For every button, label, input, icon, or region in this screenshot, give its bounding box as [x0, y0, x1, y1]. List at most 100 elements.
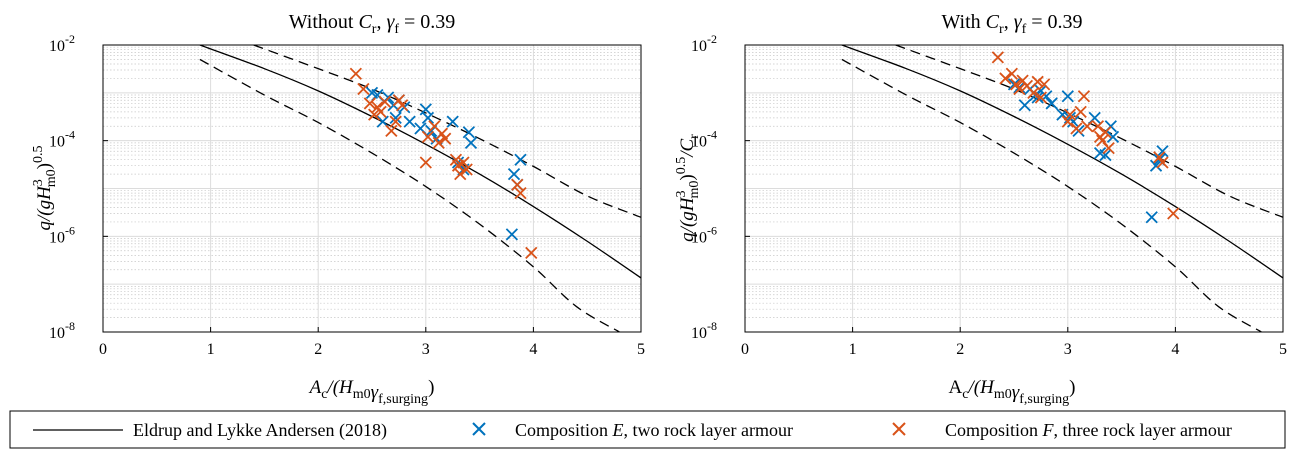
right-point-composition-e — [1145, 211, 1158, 224]
left-point-composition-e — [505, 228, 519, 241]
left-x-tick-label: 0 — [99, 341, 107, 358]
right-x-tick-label: 5 — [1279, 341, 1287, 358]
left-y-axis-label: q/(gH3m0)0.5 — [31, 145, 59, 230]
left-point-composition-f — [432, 136, 445, 149]
right-point-composition-f — [1027, 86, 1040, 99]
legend-box — [9, 410, 1286, 449]
right-y-tick-label: 10-6 — [691, 223, 717, 246]
left-y-tick-label: 10-8 — [49, 319, 75, 342]
right-point-composition-e — [1099, 148, 1112, 162]
right-point-composition-f — [1061, 115, 1074, 128]
left-point-composition-f — [389, 115, 402, 128]
left-y-tick-label: 10-6 — [49, 223, 75, 246]
right-point-composition-f — [1005, 67, 1018, 80]
right-x-tick-label: 3 — [1064, 341, 1072, 358]
left-x-tick-label: 5 — [637, 341, 645, 358]
left-x-tick-label: 3 — [422, 341, 430, 358]
left-chart-title: Without Cr, γf = 0.39 — [289, 11, 456, 37]
left-point-composition-f — [525, 246, 538, 260]
right-point-composition-f — [1167, 207, 1180, 220]
left-point-composition-f — [349, 67, 362, 80]
left-confidence-band-2 — [199, 58, 620, 332]
left-x-tick-label: 1 — [207, 341, 215, 358]
left-point-composition-e — [446, 115, 459, 128]
right-point-composition-f — [1099, 126, 1112, 139]
left-point-composition-e — [421, 111, 435, 124]
right-confidence-band-2 — [841, 58, 1262, 332]
left-y-tick-label: 10-4 — [49, 128, 75, 151]
left-point-composition-f — [419, 156, 432, 169]
right-point-composition-e — [1045, 97, 1058, 110]
right-point-composition-f — [1081, 120, 1094, 133]
left-point-composition-f — [378, 95, 392, 108]
left-axes-box — [102, 44, 642, 333]
right-points — [991, 51, 1180, 224]
right-chart-title: With Cr, γf = 0.39 — [941, 11, 1082, 37]
right-x-tick-label: 4 — [1171, 341, 1179, 358]
right-y-axis-label: q/(gH3m0)0.5/Cr — [674, 134, 702, 242]
right-x-tick-label: 1 — [849, 341, 857, 358]
left-point-composition-e — [403, 115, 416, 128]
right-point-composition-f — [1091, 120, 1105, 133]
left-point-composition-f — [421, 130, 435, 144]
legend-marker-composition-f — [892, 422, 906, 436]
left-point-composition-f — [374, 105, 387, 119]
right-point-composition-f — [991, 51, 1004, 64]
right-point-composition-f — [1034, 91, 1048, 104]
right-point-composition-e — [1156, 145, 1169, 158]
left-point-composition-f — [439, 132, 452, 145]
right-point-composition-f — [1102, 141, 1115, 155]
right-point-composition-f — [1070, 122, 1083, 135]
right-y-tick-label: 10-4 — [691, 128, 717, 151]
right-x-tick-label: 2 — [956, 341, 964, 358]
left-point-composition-f — [514, 186, 527, 200]
left-points — [349, 67, 538, 260]
right-point-composition-f — [999, 72, 1012, 85]
right-point-composition-f — [1031, 75, 1044, 88]
right-confidence-band-1 — [895, 45, 1283, 218]
right-curves — [841, 45, 1283, 332]
left-point-composition-f — [357, 82, 370, 96]
right-point-composition-f — [1037, 78, 1051, 91]
left-point-composition-e — [462, 126, 475, 139]
right-point-composition-f — [1156, 156, 1169, 169]
left-prediction-curve — [199, 45, 641, 279]
right-point-composition-f — [1077, 90, 1091, 103]
right-point-composition-f — [1013, 82, 1026, 96]
right-ticks: 0 1 2 3 4 5 10-8 10-6 10-4 10-2 — [691, 32, 1287, 358]
left-point-composition-f — [460, 163, 473, 176]
left-point-composition-f — [363, 97, 376, 110]
legend-entry-eldrup: Eldrup and Lykke Andersen (2018) — [133, 420, 387, 441]
left-point-composition-e — [389, 111, 402, 124]
right-x-axis-label: Ac/(Hm0γf,surging) — [949, 377, 1076, 407]
left-point-composition-f — [457, 156, 470, 169]
right-point-composition-e — [1018, 99, 1031, 112]
right-x-tick-label: 0 — [741, 341, 749, 358]
left-point-composition-e — [507, 167, 521, 181]
legend-entry-composition-f: Composition F, three rock layer armour — [945, 420, 1232, 440]
left-x-tick-label: 4 — [529, 341, 537, 358]
left-x-tick-label: 2 — [314, 341, 322, 358]
left-point-composition-e — [514, 153, 527, 166]
right-chart-panel: 0 1 2 3 4 5 10-8 10-6 10-4 10-2 With Cr, γf = 0.3… — [674, 11, 1287, 407]
right-grid — [745, 45, 1283, 332]
right-point-composition-e — [1106, 130, 1120, 144]
left-point-composition-e — [464, 136, 478, 149]
right-point-composition-e — [1149, 159, 1163, 172]
right-point-composition-e — [1067, 115, 1080, 128]
left-grid — [103, 45, 641, 332]
left-point-composition-f — [454, 167, 467, 181]
legend-marker-composition-e — [472, 422, 486, 436]
legend-entry-composition-e: Composition E, two rock layer armour — [515, 420, 793, 440]
right-point-composition-e — [1061, 90, 1074, 103]
left-ticks: 0 1 2 3 4 5 10-8 10-6 10-4 10-2 — [49, 32, 645, 358]
left-y-tick-label: 10-2 — [49, 32, 75, 55]
left-point-composition-f — [368, 108, 381, 121]
right-axes-box — [744, 44, 1284, 333]
right-point-composition-f — [1074, 105, 1087, 119]
right-prediction-curve — [841, 45, 1283, 279]
left-chart-panel: 0 1 2 3 4 5 10-8 10-6 10-4 10-2 Without Cr, γf = … — [31, 11, 645, 407]
legend: Eldrup and Lykke Andersen (2018) Composi… — [9, 410, 1286, 449]
right-point-composition-f — [1063, 108, 1077, 121]
